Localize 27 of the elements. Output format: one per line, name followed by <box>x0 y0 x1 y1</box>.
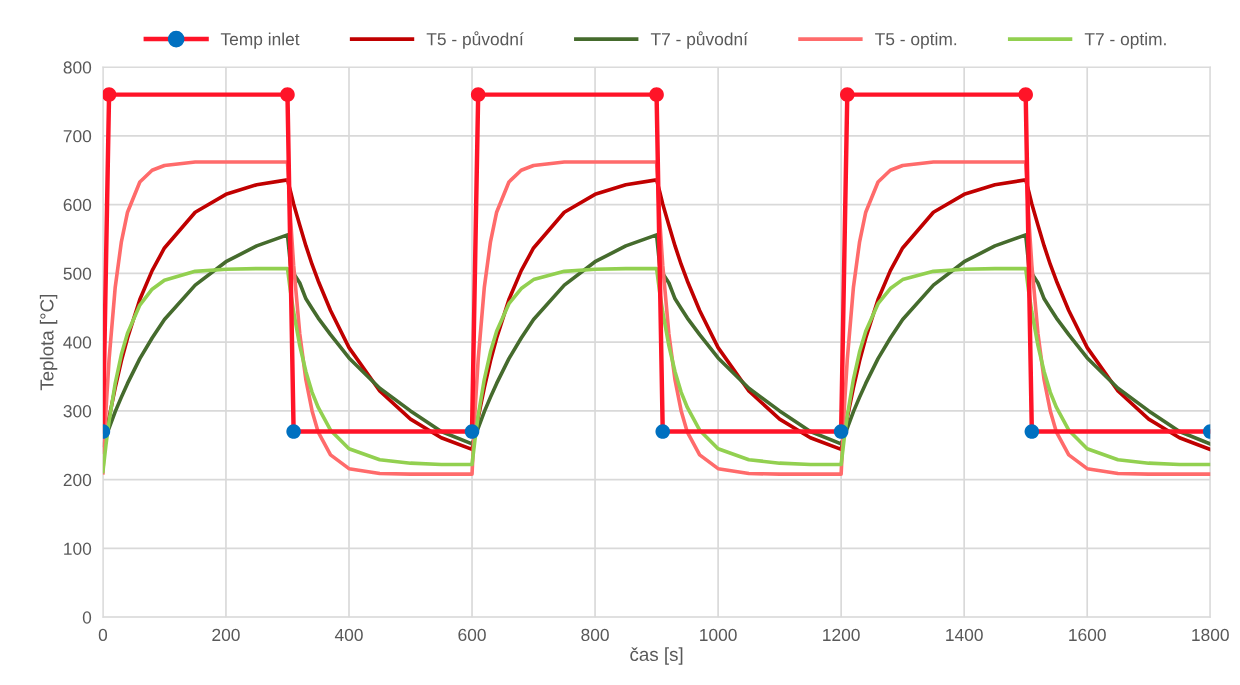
y-tick-label: 700 <box>63 130 92 143</box>
y-tick-label: 0 <box>82 611 92 624</box>
x-tick-label: 1200 <box>823 628 860 642</box>
y-tick-label: 400 <box>63 336 92 349</box>
y-tick-label: 600 <box>63 198 92 212</box>
y-tick-label: 300 <box>63 405 92 418</box>
legend-label: T5 - původní <box>426 31 524 49</box>
x-axis-title: čas [s] <box>630 647 683 665</box>
legend-label: Temp inlet <box>220 32 300 49</box>
legend-label: T7 - optim. <box>1084 32 1166 49</box>
line-series <box>102 266 1211 474</box>
x-tick-label: 200 <box>212 628 240 642</box>
x-tick-label: 600 <box>458 628 486 642</box>
x-tick-label: 800 <box>581 628 609 642</box>
legend-label: T7 - původní <box>650 31 748 49</box>
y-axis-title: Teplota [°C] <box>39 294 58 391</box>
x-tick-label: 0 <box>98 628 108 642</box>
x-tick-label: 1400 <box>946 628 983 642</box>
x-tick-label: 1600 <box>1069 628 1106 642</box>
y-tick-label: 200 <box>63 473 92 487</box>
x-tick-label: 1000 <box>700 628 737 642</box>
x-tick-label: 400 <box>334 628 363 642</box>
x-tick-label: 1800 <box>1192 628 1229 642</box>
y-tick-label: 800 <box>63 61 92 74</box>
y-tick-label: 100 <box>64 542 92 555</box>
y-tick-label: 500 <box>63 267 92 280</box>
legend-label: T5 - optim. <box>875 32 957 49</box>
